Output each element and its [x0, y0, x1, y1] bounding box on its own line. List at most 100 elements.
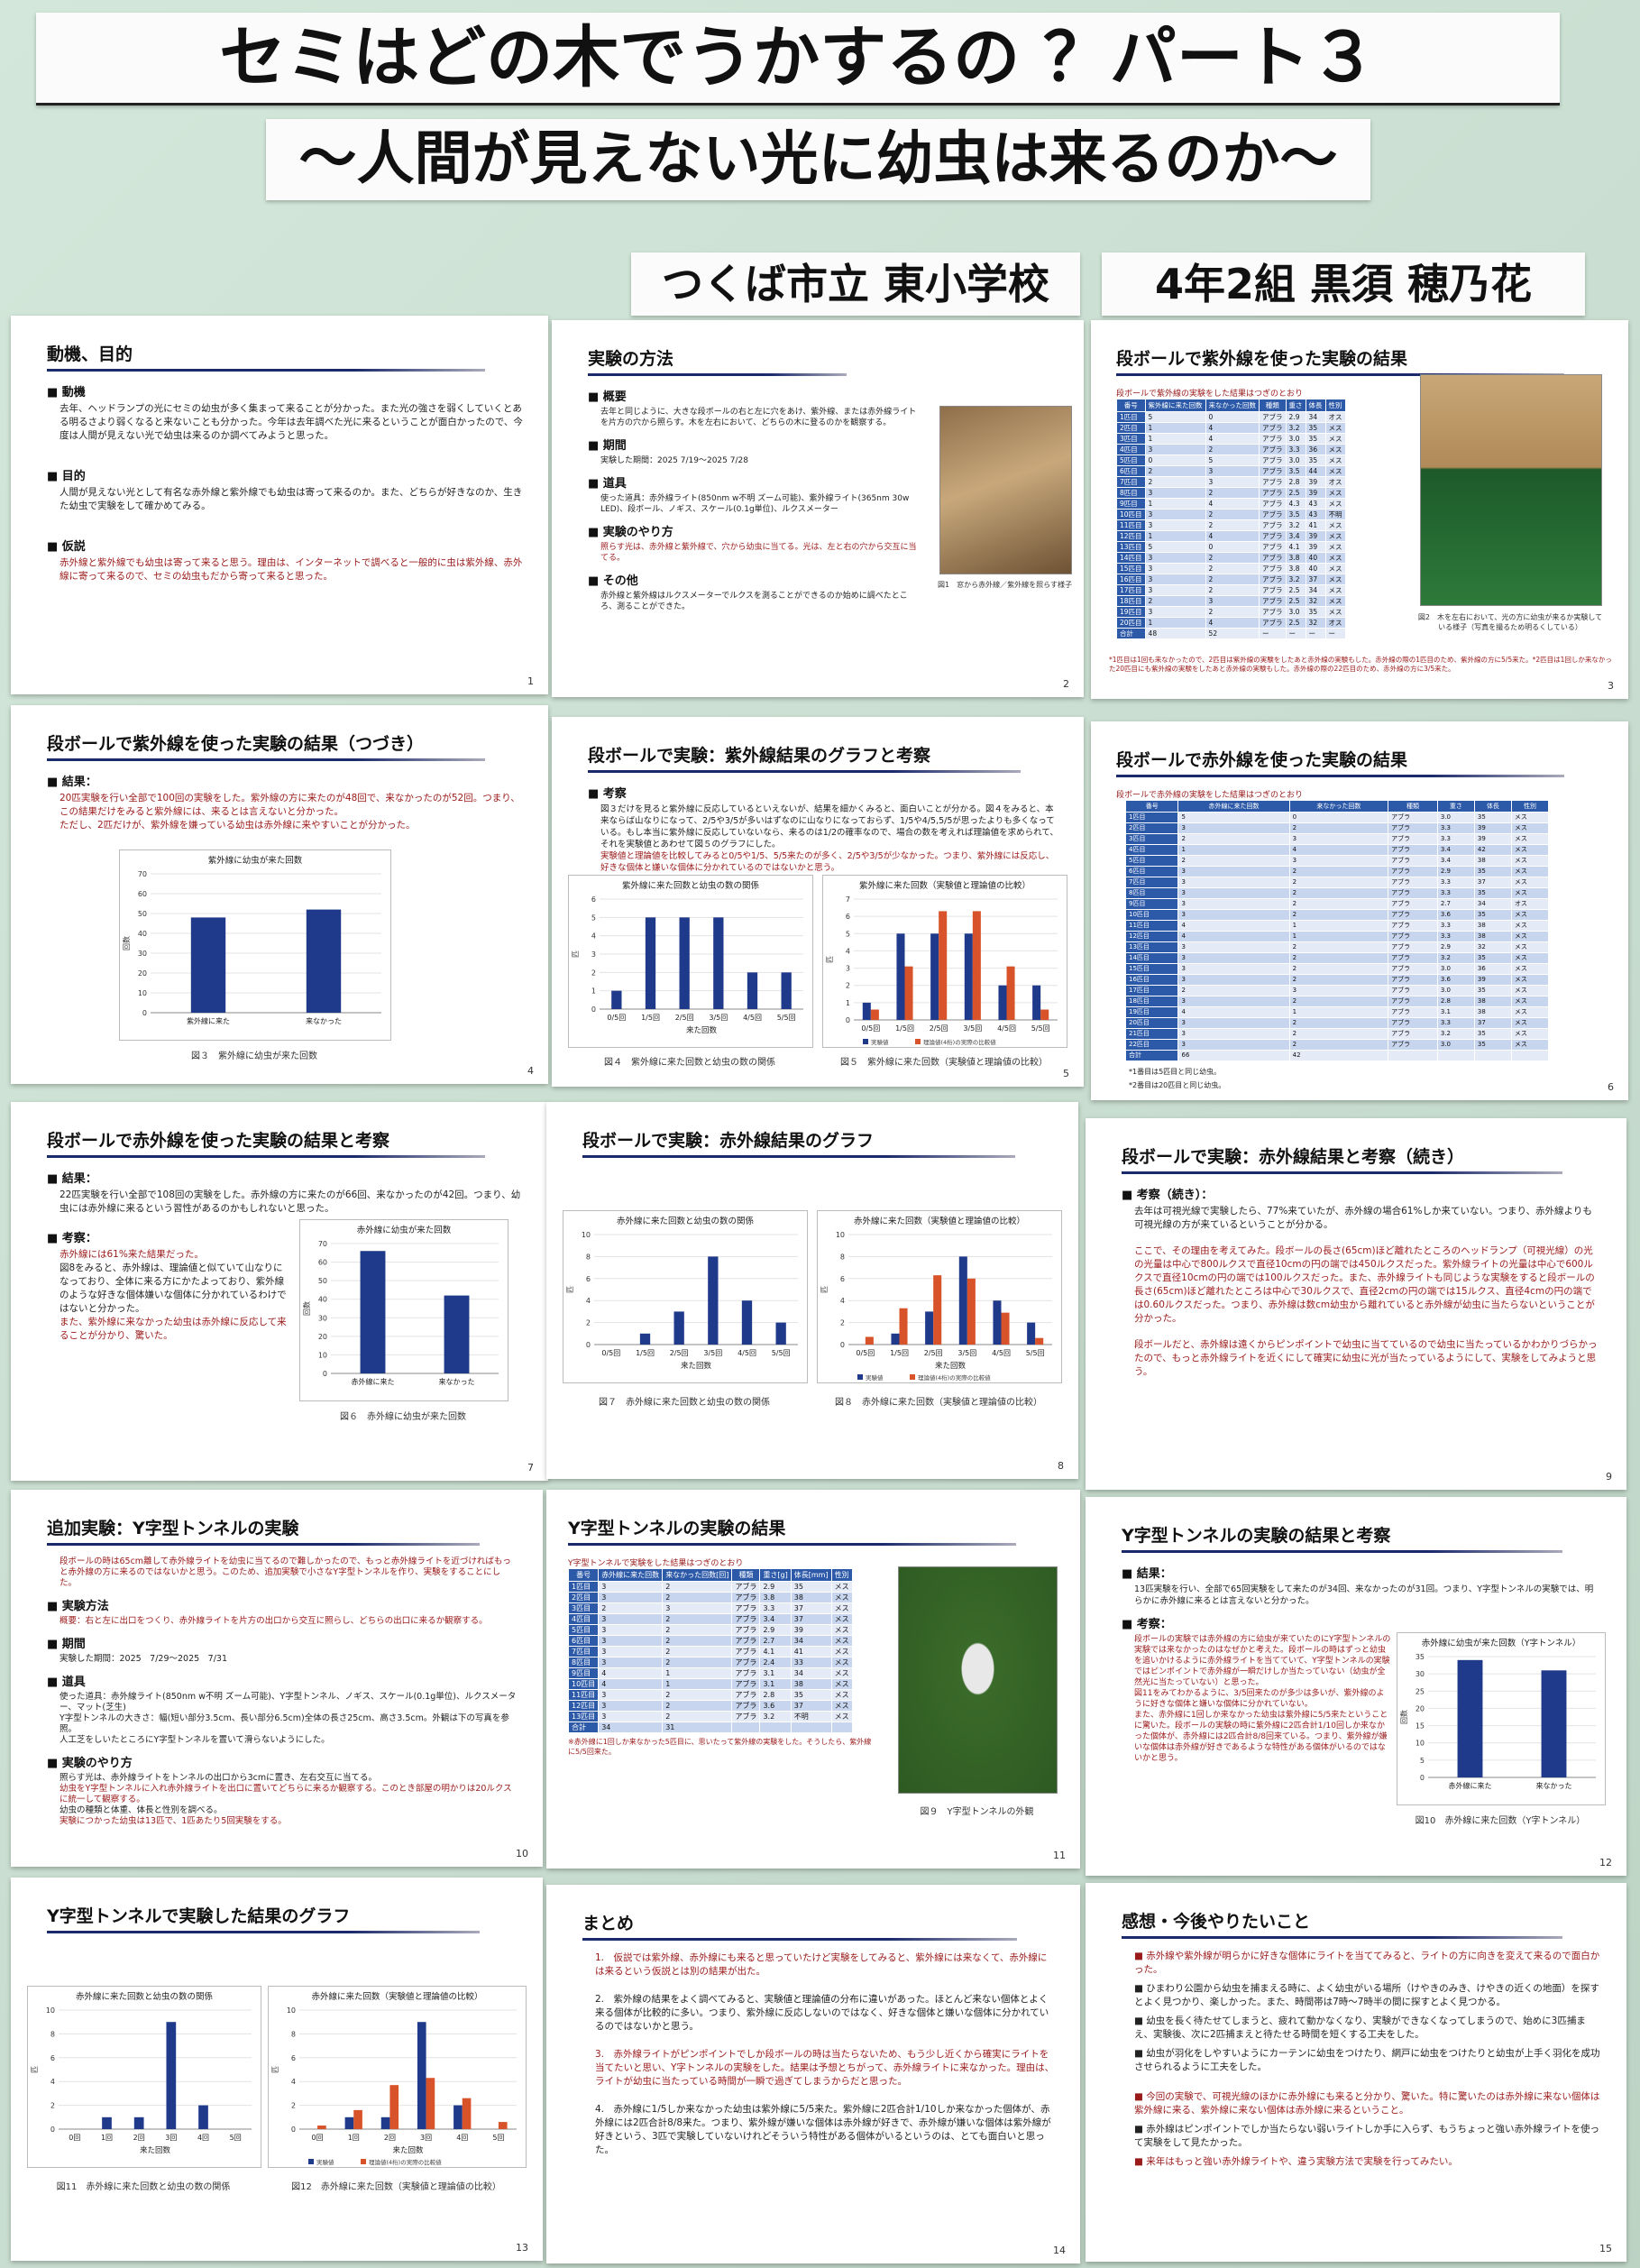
x-tick-label: 4/5回	[743, 1014, 762, 1022]
table-cell: 3	[598, 1613, 664, 1625]
figure-caption: 図８ 赤外線に来た回数（実験値と理論値の比較）	[835, 1398, 1042, 1408]
chart-bar	[930, 933, 939, 1020]
table-cell: メス	[830, 1581, 853, 1593]
table-cell: 3	[1144, 444, 1206, 455]
page-number: 6	[1608, 1081, 1614, 1093]
panel-title: 段ボールで実験：赤外線結果のグラフ	[582, 1131, 875, 1151]
table-cell: アブラ	[1388, 1039, 1438, 1051]
section-text: 実験した期間：2025 7/29～2025 7/31	[60, 1654, 228, 1664]
table-row: 10匹目 3 2 アブラ 3.6 35 メス	[1124, 909, 1550, 921]
panel-impressions: 感想・今後やりたいこと ■ 赤外線や紫外線が明らかに好きな個体にライトを当ててみ…	[1086, 1883, 1626, 2262]
table-cell: メス	[1324, 552, 1346, 564]
chart-bar	[939, 911, 948, 1020]
y-tick-label: 60	[138, 890, 147, 898]
table-cell: 34	[790, 1667, 832, 1679]
page-number: 3	[1608, 680, 1614, 692]
section-text: Y字型トンネルの大きさ：幅(短い部分3.5cm、長い部分6.5cm)全体の長さ2…	[60, 1713, 509, 1734]
x-tick-label: 0/5回	[861, 1024, 880, 1033]
table-cell: 3.3	[759, 1602, 792, 1614]
table-cell: 11匹目	[1116, 519, 1146, 531]
section-heading: ■ 期間	[47, 1638, 86, 1651]
table-cell: 52	[1205, 628, 1260, 639]
table-cell: 3	[1144, 519, 1206, 531]
table-row: 1匹目 5 0 アブラ 3.0 35 メス	[1124, 812, 1550, 823]
chart-bar	[166, 2022, 177, 2129]
table-cell: 2	[662, 1711, 733, 1722]
chart-fig8: 赤外線に来た回数（実験値と理論値の比較） 0 2 4 6 8 10 匹 0/5回 1/5回 2/5回…	[817, 1210, 1062, 1383]
table-cell: 0	[1144, 455, 1206, 466]
table-row: 11匹目 3 2 アブラ 2.8 35 メス	[567, 1689, 853, 1701]
table-row: 22匹目 3 2 アブラ 3.0 35 メス	[1124, 1039, 1550, 1051]
table-cell: 35	[790, 1581, 832, 1593]
table-row: 13匹目 3 2 アブラ 3.2 不明 メス	[567, 1711, 853, 1722]
legend-label: 理論値(4桁)の実際の比較値	[369, 2158, 442, 2166]
table-cell: メス	[1510, 920, 1550, 932]
table-cell: 3.3	[1436, 931, 1475, 942]
chart-bar	[1032, 985, 1041, 1020]
table-cell: 3.1	[759, 1667, 792, 1679]
table-cell: 2	[1288, 941, 1389, 953]
chart-bar	[360, 1251, 386, 1373]
table-cell: ー	[1259, 628, 1287, 639]
legend-label: 理論値(4桁)の実際の比較値	[918, 1373, 991, 1382]
table-header-cell: 来なかった回数[回]	[662, 1568, 733, 1582]
y-axis-label: 回数	[122, 936, 131, 950]
table-cell: 37	[1473, 877, 1512, 888]
chart-bar	[781, 972, 792, 1009]
table-cell: 17匹目	[1124, 985, 1179, 996]
table-cell: 2.9	[759, 1581, 792, 1593]
chart-bar	[462, 2098, 472, 2129]
table-cell: アブラ	[1259, 455, 1287, 466]
section-heading: ■ 道具	[47, 1676, 86, 1689]
table-cell: 35	[1305, 433, 1326, 445]
table-cell: 3.8	[1285, 552, 1306, 564]
x-tick-label: 紫外線に来た	[187, 1016, 230, 1025]
y-tick-label: 2	[846, 982, 850, 990]
panel-title: 動機、目的	[47, 344, 133, 364]
chart-bar	[1457, 1659, 1483, 1777]
table-cell: メス	[1510, 1028, 1550, 1040]
y-tick-label: 5	[846, 930, 850, 938]
table-cell: 35	[1473, 909, 1512, 921]
y-tick-label: 4	[846, 947, 850, 955]
y-tick-label: 70	[318, 1240, 327, 1248]
table-cell: 3.2	[759, 1711, 792, 1722]
y-tick-label: 30	[138, 950, 147, 958]
table-cell: 2	[662, 1613, 733, 1625]
x-tick-label: 0/5回	[601, 1349, 620, 1357]
page-number: 4	[527, 1065, 534, 1077]
table-cell: 3	[598, 1592, 664, 1603]
y-axis-label: 匹	[826, 956, 834, 963]
chart-bar	[933, 1275, 942, 1345]
table-cell: 2	[662, 1700, 733, 1712]
table-cell: 2.9	[759, 1624, 792, 1636]
x-tick-label: 0/5回	[856, 1349, 875, 1357]
table-cell: アブラ	[1388, 974, 1438, 986]
table-cell: 39	[1473, 833, 1512, 845]
table-row: 6匹目 3 2 アブラ 2.7 34 メス	[567, 1635, 853, 1647]
table-cell: 4	[1205, 617, 1260, 629]
table-cell: アブラ	[731, 1624, 761, 1636]
section-text: また、赤外線に1回しか来なかった幼虫は紫外線に5/5来たということに驚いた。段ボ…	[1134, 1711, 1388, 1763]
table-cell: メス	[1510, 866, 1550, 877]
table-cell: 34	[1305, 411, 1326, 423]
panel-title: 段ボールで赤外線を使った実験の結果と考察	[47, 1131, 390, 1151]
table-cell: アブラ	[1388, 887, 1438, 899]
chart-fig10: 赤外線に幼虫が来た回数（Y字トンネル） 0 5 10 15 20 25 30 35 回数 赤外線に来…	[1397, 1632, 1606, 1805]
table-cell: メス	[1510, 952, 1550, 964]
x-tick-label: 5/5回	[1026, 1349, 1045, 1357]
table-row: 20匹目 3 2 アブラ 3.3 37 メス	[1124, 1017, 1550, 1029]
table-cell: 3.0	[1436, 963, 1475, 975]
table-cell: アブラ	[1259, 617, 1287, 629]
page-number: 11	[1053, 1850, 1066, 1861]
table-cell: 3.6	[1436, 974, 1475, 986]
panel-title: 段ボールで紫外線を使った実験の結果（つづき）	[47, 734, 425, 754]
table-cell: 4	[1205, 422, 1260, 434]
table-cell: 3.4	[1285, 530, 1306, 542]
table-cell: 3	[1177, 866, 1290, 877]
table-cell: オス	[1324, 617, 1346, 629]
chart-bar	[998, 985, 1007, 1020]
chart-bar	[344, 2116, 354, 2129]
x-tick-label: 4回	[197, 2134, 209, 2142]
y-axis-label: 匹	[271, 2066, 279, 2073]
